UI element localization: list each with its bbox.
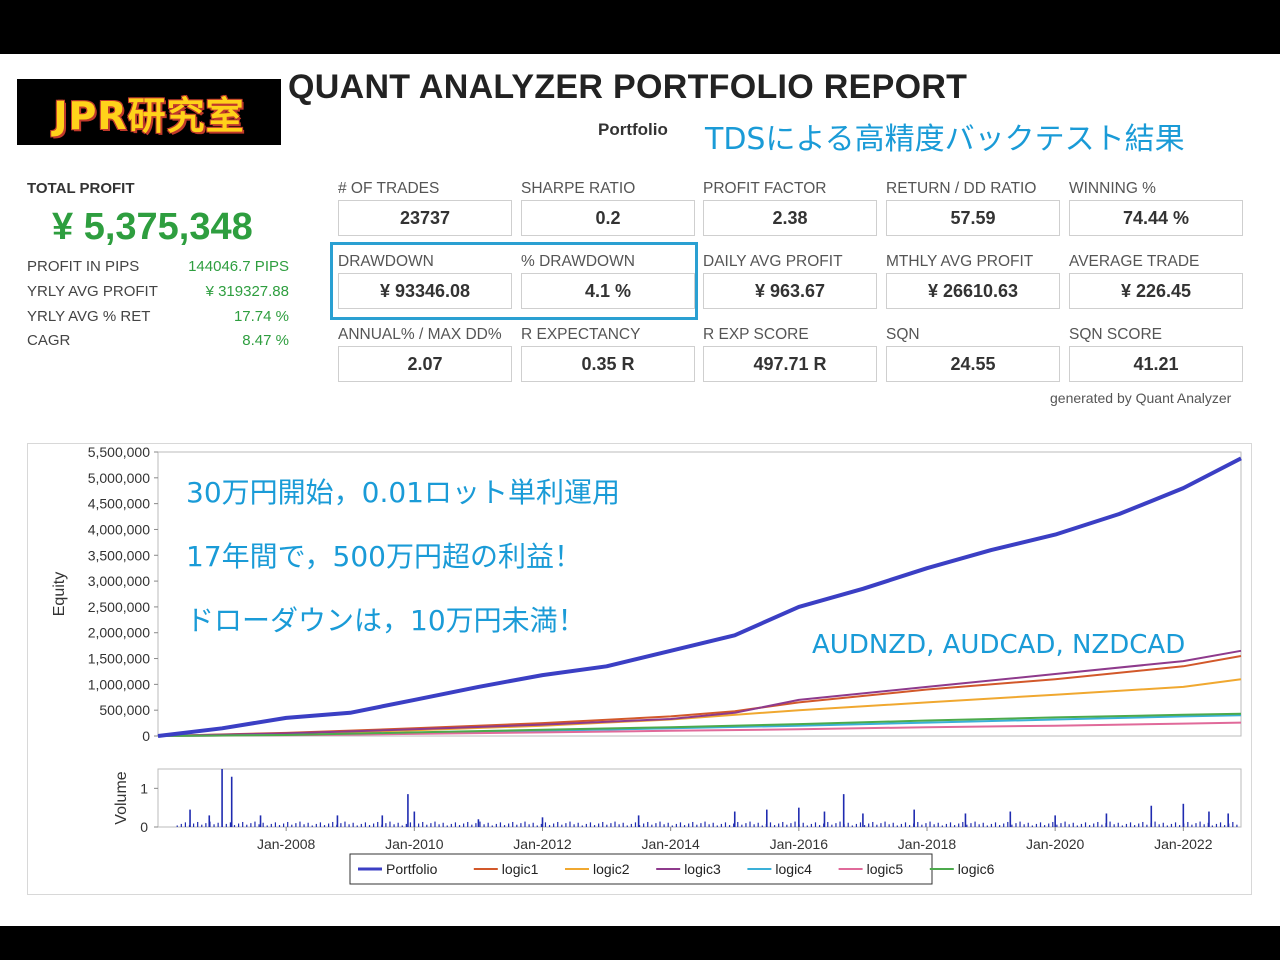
stat-label: RETURN / DD RATIO bbox=[886, 180, 1037, 197]
stat-value: 23737 bbox=[338, 200, 512, 236]
stat-label: # OF TRADES bbox=[338, 180, 440, 197]
x-tick-label: Jan-2018 bbox=[898, 836, 957, 852]
volume-y-tick-label: 1 bbox=[140, 780, 148, 796]
stat-label: WINNING % bbox=[1069, 180, 1156, 197]
stat-label: SQN SCORE bbox=[1069, 326, 1163, 343]
stat-value: 2.07 bbox=[338, 346, 512, 382]
summary-row: YRLY AVG % RET 17.74 % bbox=[27, 308, 289, 325]
stat-value: 2.38 bbox=[703, 200, 877, 236]
series-line-logic3 bbox=[157, 649, 1242, 737]
volume-axis-label: Volume bbox=[113, 771, 130, 824]
stat-value: 0.35 R bbox=[521, 346, 695, 382]
legend-label-logic1: logic1 bbox=[502, 861, 539, 877]
y-tick-label: 1,000,000 bbox=[88, 676, 150, 692]
total-profit-value: ¥ 5,375,348 bbox=[52, 206, 253, 248]
x-tick-label: Jan-2020 bbox=[1026, 836, 1085, 852]
summary-row-value: 17.74 % bbox=[233, 308, 289, 325]
stat-value: 74.44 % bbox=[1069, 200, 1243, 236]
summary-row-value: 144046.7 PIPS bbox=[188, 258, 289, 275]
y-tick-label: 4,500,000 bbox=[88, 496, 150, 512]
volume-y-tick-label: 0 bbox=[140, 819, 148, 835]
stat-value: 497.71 R bbox=[703, 346, 877, 382]
report-page: JPR研究室 QUANT ANALYZER PORTFOLIO REPORT P… bbox=[0, 54, 1280, 926]
y-tick-label: 5,000,000 bbox=[88, 470, 150, 486]
portfolio-label: Portfolio bbox=[598, 120, 668, 139]
summary-row-label: YRLY AVG PROFIT bbox=[27, 283, 158, 300]
legend-box bbox=[349, 853, 933, 885]
chart-annotation: 17年間で，500万円超の利益！ bbox=[186, 540, 582, 573]
stat-label: DRAWDOWN bbox=[338, 253, 434, 270]
x-tick-label: Jan-2014 bbox=[641, 836, 700, 852]
stat-label: AVERAGE TRADE bbox=[1069, 253, 1200, 270]
stat-value: 4.1 % bbox=[521, 273, 695, 309]
y-tick-label: 500,000 bbox=[99, 702, 150, 718]
logo-text: JPR研究室 bbox=[53, 93, 245, 138]
logo: JPR研究室 bbox=[17, 79, 281, 145]
legend-label-logic4: logic4 bbox=[775, 861, 812, 877]
x-tick-label: Jan-2016 bbox=[770, 836, 829, 852]
summary-row-label: CAGR bbox=[27, 332, 71, 349]
y-tick-label: 2,000,000 bbox=[88, 625, 150, 641]
stat-value: 24.55 bbox=[886, 346, 1060, 382]
summary-row-value: ¥ 319327.88 bbox=[205, 283, 289, 300]
equity-chart: 5,500,000 5,000,000 4,500,000 4,000,000 3,50… bbox=[51, 444, 1242, 885]
equity-plot-area bbox=[157, 451, 1242, 737]
chart-annotation: ドローダウンは，10万円未満！ bbox=[186, 604, 586, 637]
legend-label-logic2: logic2 bbox=[593, 861, 630, 877]
stat-label: PROFIT FACTOR bbox=[703, 180, 827, 197]
stat-value: 41.21 bbox=[1069, 346, 1243, 382]
x-tick-label: Jan-2010 bbox=[385, 836, 444, 852]
legend-label-portfolio: Portfolio bbox=[386, 861, 438, 877]
legend-label-logic6: logic6 bbox=[958, 861, 995, 877]
report-title: QUANT ANALYZER PORTFOLIO REPORT bbox=[288, 68, 968, 106]
chart-annotation: 30万円開始，0.01ロット単利運用 bbox=[186, 476, 620, 509]
stat-value: ¥ 26610.63 bbox=[886, 273, 1060, 309]
chart-annotation: AUDNZD, AUDCAD, NZDCAD bbox=[812, 630, 1185, 660]
total-profit-label: TOTAL PROFIT bbox=[27, 180, 135, 197]
y-tick-label: 2,500,000 bbox=[88, 599, 150, 615]
stat-label: SHARPE RATIO bbox=[521, 180, 636, 197]
stat-label: R EXPECTANCY bbox=[521, 326, 641, 343]
x-tick-label: Jan-2008 bbox=[257, 836, 316, 852]
legend-label-logic5: logic5 bbox=[867, 861, 904, 877]
y-tick-label: 3,500,000 bbox=[88, 547, 150, 563]
legend-label-logic3: logic3 bbox=[684, 861, 721, 877]
series-line-portfolio bbox=[157, 456, 1242, 738]
stat-value: ¥ 93346.08 bbox=[338, 273, 512, 309]
stat-label: MTHLY AVG PROFIT bbox=[886, 253, 1034, 270]
stat-value: 57.59 bbox=[886, 200, 1060, 236]
generated-by: generated by Quant Analyzer bbox=[1050, 390, 1232, 406]
summary-row-value: 8.47 % bbox=[242, 332, 289, 349]
drawdown-highlight bbox=[330, 242, 698, 320]
y-tick-label: 4,000,000 bbox=[88, 521, 150, 537]
y-tick-label: 5,500,000 bbox=[88, 444, 150, 460]
summary-row-label: PROFIT IN PIPS bbox=[27, 258, 140, 275]
subtitle: TDSによる高精度バックテスト結果 bbox=[705, 122, 1185, 157]
stat-value: ¥ 226.45 bbox=[1069, 273, 1243, 309]
summary-row-label: YRLY AVG % RET bbox=[27, 308, 151, 325]
stat-value: ¥ 963.67 bbox=[703, 273, 877, 309]
y-tick-label: 0 bbox=[142, 728, 150, 744]
chart-frame: 5,500,000 5,000,000 4,500,000 4,000,000 3,50… bbox=[27, 443, 1252, 895]
x-tick-label: Jan-2012 bbox=[513, 836, 572, 852]
y-tick-label: 1,500,000 bbox=[88, 651, 150, 667]
summary-row: CAGR 8.47 % bbox=[27, 332, 289, 349]
stat-label: DAILY AVG PROFIT bbox=[703, 253, 843, 270]
y-axis-label: Equity bbox=[51, 572, 68, 616]
stat-label: R EXP SCORE bbox=[703, 326, 809, 343]
x-tick-label: Jan-2022 bbox=[1154, 836, 1213, 852]
stat-label: % DRAWDOWN bbox=[521, 253, 635, 270]
summary-row: PROFIT IN PIPS 144046.7 PIPS bbox=[27, 258, 289, 275]
stat-label: SQN bbox=[886, 326, 920, 343]
series-line-logic6 bbox=[157, 712, 1242, 737]
stat-label: ANNUAL% / MAX DD% bbox=[338, 326, 502, 343]
summary-row: YRLY AVG PROFIT ¥ 319327.88 bbox=[27, 283, 289, 300]
volume-plot-area bbox=[157, 768, 1242, 828]
stat-value: 0.2 bbox=[521, 200, 695, 236]
y-tick-label: 3,000,000 bbox=[88, 573, 150, 589]
